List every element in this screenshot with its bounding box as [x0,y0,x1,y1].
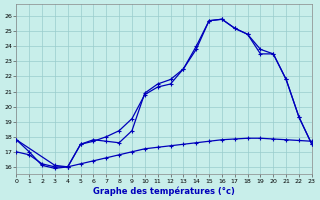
X-axis label: Graphe des températures (°c): Graphe des températures (°c) [93,186,235,196]
